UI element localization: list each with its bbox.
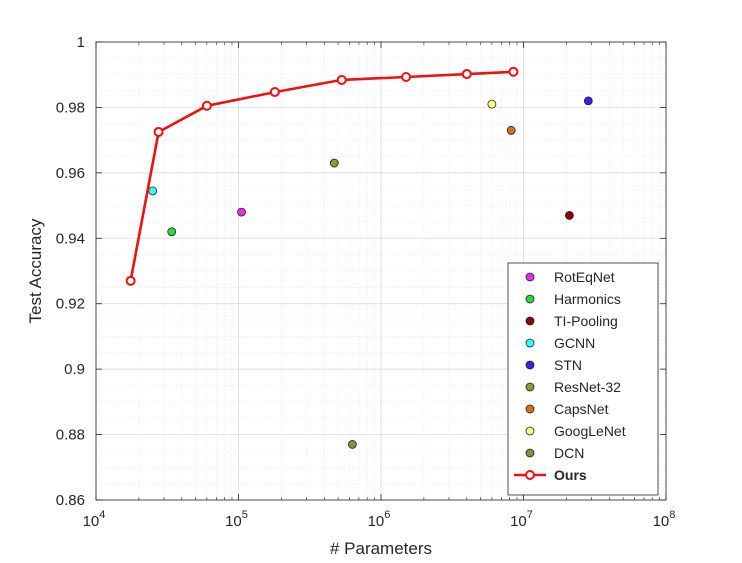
axis-ticks: 104 105 106 107 108 0.86 0.88 0.9 0.92 0.94 0.96 0.… bbox=[56, 34, 676, 530]
data-point bbox=[148, 186, 158, 196]
legend-marker bbox=[525, 470, 535, 480]
legend-label: DCN bbox=[554, 445, 584, 461]
y-tick-label: 0.96 bbox=[56, 165, 85, 182]
data-point bbox=[167, 227, 177, 237]
legend-label: ResNet-32 bbox=[554, 379, 621, 395]
x-tick-label: 104 bbox=[83, 509, 106, 530]
y-axis-label: Test Accuracy bbox=[26, 218, 45, 323]
data-point bbox=[329, 158, 339, 168]
y-tick-label: 0.98 bbox=[56, 99, 85, 116]
y-tick-label: 0.94 bbox=[56, 230, 85, 247]
legend: RotEqNet Harmonics TI-Pooling GCNN STN ResNet… bbox=[507, 262, 659, 496]
x-tick-label: 108 bbox=[653, 509, 676, 530]
legend-label: STN bbox=[554, 357, 582, 373]
legend-marker bbox=[525, 426, 535, 436]
ours-point bbox=[269, 87, 280, 98]
legend-label: TI-Pooling bbox=[554, 313, 618, 329]
y-tick-label: 0.88 bbox=[56, 427, 85, 444]
legend-marker bbox=[525, 316, 535, 326]
ours-line bbox=[129, 70, 514, 282]
ours-point bbox=[201, 100, 212, 111]
legend-marker bbox=[525, 448, 535, 458]
legend-marker bbox=[525, 294, 535, 304]
legend-marker bbox=[525, 382, 535, 392]
x-tick-label: 105 bbox=[225, 509, 248, 530]
legend-label: RotEqNet bbox=[554, 269, 615, 285]
x-tick-label: 106 bbox=[368, 509, 391, 530]
data-series bbox=[125, 66, 593, 449]
ours-point bbox=[336, 74, 347, 85]
data-point bbox=[487, 99, 497, 109]
data-point bbox=[348, 439, 357, 449]
legend-label: Ours bbox=[554, 467, 587, 483]
ours-point bbox=[153, 126, 164, 137]
legend-label: Harmonics bbox=[554, 291, 621, 307]
data-point bbox=[237, 207, 246, 217]
legend-marker bbox=[525, 338, 535, 348]
x-tick-label: 107 bbox=[510, 509, 533, 530]
legend-label: GoogLeNet bbox=[554, 423, 626, 439]
x-axis-label: # Parameters bbox=[330, 539, 432, 558]
legend-label: CapsNet bbox=[554, 401, 609, 417]
legend-marker bbox=[525, 272, 535, 282]
legend-label: GCNN bbox=[554, 335, 595, 351]
legend-marker bbox=[525, 404, 535, 414]
data-point bbox=[583, 96, 593, 106]
data-point bbox=[506, 125, 516, 135]
y-tick-label: 0.86 bbox=[56, 492, 85, 509]
ours-point bbox=[401, 72, 412, 83]
ours-point bbox=[125, 275, 136, 286]
y-tick-label: 0.92 bbox=[56, 296, 85, 313]
ours-point bbox=[461, 69, 472, 80]
data-point bbox=[565, 210, 574, 220]
legend-marker bbox=[525, 360, 535, 370]
y-tick-label: 0.9 bbox=[64, 361, 85, 378]
y-tick-label: 1 bbox=[77, 34, 85, 51]
ours-point bbox=[508, 66, 519, 77]
